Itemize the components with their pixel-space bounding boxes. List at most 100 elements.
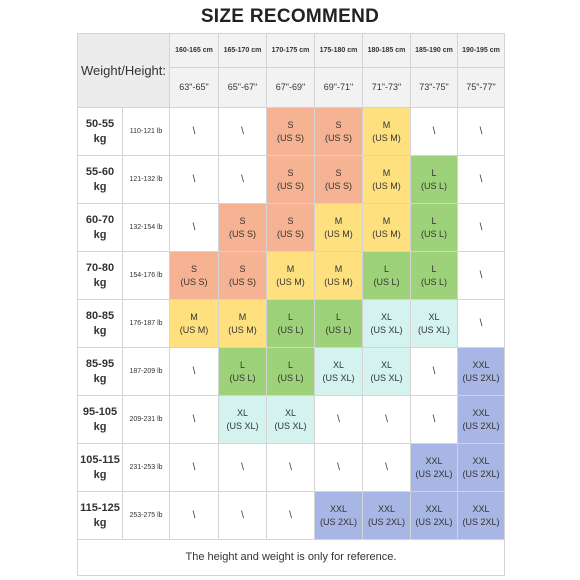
size-cell-xl: XL (US XL) [362, 299, 411, 348]
size-cell-m: M (US M) [266, 251, 315, 300]
size-cell-xl: XL (US XL) [362, 347, 411, 396]
height-in-header: 75"-77" [457, 67, 505, 108]
us-size-code: (US L) [325, 324, 352, 335]
size-cell-s: S (US S) [169, 251, 219, 300]
size-cell-l: L (US L) [314, 299, 363, 348]
weight-lb-label: 209-231 lb [122, 395, 170, 444]
us-size-code: (US M) [372, 228, 401, 239]
size-cell-m: M (US M) [362, 203, 411, 252]
reference-footnote: The height and weight is only for refere… [77, 539, 505, 576]
us-size-code: (US S) [325, 132, 352, 143]
us-size-code: (US L) [277, 372, 304, 383]
size-code: S [239, 264, 246, 275]
height-cm-header: 170-175 cm [266, 33, 315, 68]
us-size-code: (US XL) [370, 324, 403, 335]
height-in-header: 71"-73" [362, 67, 411, 108]
height-cm-header: 190-195 cm [457, 33, 505, 68]
size-cell-l: L (US L) [218, 347, 267, 396]
weight-kg-label: 50-55 kg [77, 107, 123, 156]
us-size-code: (US L) [420, 228, 447, 239]
size-code: S [239, 216, 246, 227]
size-code: M [382, 216, 391, 227]
size-cell-xxl: XXL (US 2XL) [314, 491, 363, 540]
weight-kg-label: 70-80 kg [77, 251, 123, 300]
size-cell-s: S (US S) [314, 107, 363, 156]
height-cm-header: 165-170 cm [218, 33, 267, 68]
size-code: M [334, 264, 343, 275]
us-size-code: (US M) [324, 228, 353, 239]
weight-kg-label: 80-85 kg [77, 299, 123, 348]
table-row: 70-80 kg 154-176 lb S (US S) S (US S) M (US M) M… [77, 251, 505, 300]
size-code: XL [380, 312, 392, 323]
us-size-code: (US L) [420, 180, 447, 191]
us-size-code: (US M) [276, 276, 305, 287]
size-cell-empty: \ [314, 395, 363, 444]
size-cell-empty: \ [457, 299, 505, 348]
size-cell-empty: \ [169, 155, 219, 204]
size-cell-l: L (US L) [410, 251, 458, 300]
us-size-code: (US S) [277, 228, 304, 239]
size-code: L [287, 312, 293, 323]
size-cell-empty: \ [457, 203, 505, 252]
size-cell-xl: XL (US XL) [314, 347, 363, 396]
size-code: XXL [425, 504, 443, 515]
height-cm-header: 180-185 cm [362, 33, 411, 68]
weight-lb-label: 253-275 lb [122, 491, 170, 540]
size-cell-s: S (US S) [218, 203, 267, 252]
size-code: S [287, 216, 294, 227]
us-size-code: (US 2XL) [319, 516, 357, 527]
size-cell-m: M (US M) [218, 299, 267, 348]
size-cell-s: S (US S) [266, 203, 315, 252]
us-size-code: (US M) [324, 276, 353, 287]
size-code: S [190, 264, 197, 275]
size-code: L [335, 312, 341, 323]
height-cm-header: 185-190 cm [410, 33, 458, 68]
size-cell-empty: \ [218, 491, 267, 540]
size-cell-empty: \ [410, 395, 458, 444]
size-code: L [431, 168, 437, 179]
table-row: 105-115 kg 231-253 lb \ \ \ \ \ XXL (US 2XL) XXL(… [77, 443, 505, 492]
us-size-code: (US L) [229, 372, 256, 383]
us-size-code: (US XL) [322, 372, 355, 383]
table-row: 95-105 kg 209-231 lb \ XL (US XL) XL (US XL) \ \… [77, 395, 505, 444]
us-size-code: (US M) [372, 180, 401, 191]
size-cell-xxl: XXL (US 2XL) [457, 347, 505, 396]
us-size-code: (US S) [277, 132, 304, 143]
size-cell-empty: \ [362, 395, 411, 444]
size-cell-xxl: XXL (US 2XL) [457, 395, 505, 444]
us-size-code: (US S) [180, 276, 208, 287]
size-code: XL [428, 312, 440, 323]
size-cell-xl: XL (US XL) [410, 299, 458, 348]
weight-kg-label: 95-105 kg [77, 395, 123, 444]
us-size-code: (US 2XL) [415, 516, 453, 527]
size-chart-table: Weight/Height: 160-165 cm 165-170 cm 170-17… [77, 33, 505, 576]
size-cell-m: M (US M) [362, 107, 411, 156]
size-cell-m: M (US M) [314, 251, 363, 300]
us-size-code: (US 2XL) [462, 372, 500, 383]
size-cell-empty: \ [218, 107, 267, 156]
us-size-code: (US M) [372, 132, 401, 143]
size-cell-s: S (US S) [266, 155, 315, 204]
size-cell-empty: \ [169, 107, 219, 156]
size-cell-xxl: XXL (US 2XL) [362, 491, 411, 540]
size-cell-empty: \ [169, 443, 219, 492]
us-size-code: (US XL) [274, 420, 307, 431]
size-code: S [335, 168, 342, 179]
size-cell-xl: XL (US XL) [218, 395, 267, 444]
weight-kg-label: 60-70 kg [77, 203, 123, 252]
size-code: XXL [472, 408, 490, 419]
size-code: M [382, 120, 391, 131]
size-code: XXL [472, 360, 490, 371]
height-in-header: 65"-67" [218, 67, 267, 108]
us-size-code: (US S) [229, 276, 256, 287]
weight-lb-label: 154-176 lb [122, 251, 170, 300]
weight-lb-label: 176-187 lb [122, 299, 170, 348]
table-row: 85-95 kg 187-209 lb \ L (US L) L (US L) XL (US X… [77, 347, 505, 396]
height-cm-header: 160-165 cm [169, 33, 219, 68]
us-size-code: (US M) [228, 324, 257, 335]
size-code: XL [236, 408, 248, 419]
size-cell-empty: \ [314, 443, 363, 492]
size-cell-xl: XL (US XL) [266, 395, 315, 444]
size-cell-s: S (US S) [218, 251, 267, 300]
us-size-code: (US L) [373, 276, 400, 287]
